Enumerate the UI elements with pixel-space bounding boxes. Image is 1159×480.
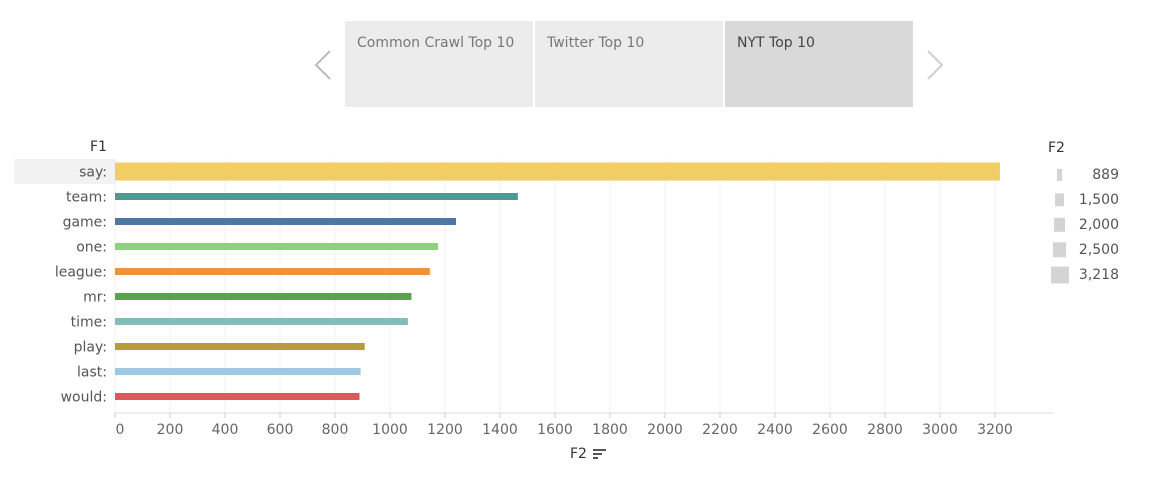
legend-label: 1,500 [1078,191,1119,208]
legend-swatch [1057,168,1062,181]
legend-label: 889 [1092,166,1119,183]
legend-label: 2,000 [1078,216,1119,233]
x-tick-label: 2000 [647,422,683,438]
legend-label: 2,500 [1078,241,1119,258]
x-tick-label: 1400 [482,422,518,438]
legend-swatch [1053,217,1066,232]
legend-entry: 889 [1048,162,1148,187]
x-tick-label: 3000 [922,422,958,438]
sort-descending-icon[interactable] [592,448,607,460]
legend-swatch [1050,266,1069,283]
category-label: play: [74,340,107,356]
category-label: league: [55,265,107,281]
category-label: one: [76,240,107,256]
bar-time[interactable] [115,318,408,325]
x-tick-label: 400 [212,422,239,438]
category-label: last: [77,365,107,381]
prev-arrow-button[interactable] [308,45,338,85]
x-tick-label: 1200 [427,422,463,438]
category-label: time: [71,315,107,331]
legend-swatch [1055,192,1064,207]
legend-entry: 2,000 [1048,212,1148,237]
tab-twitter[interactable]: Twitter Top 10 [535,21,723,107]
legend-entry: 2,500 [1048,237,1148,262]
x-tick-label: 600 [267,422,294,438]
legend-title: F2 [1048,140,1065,156]
category-label: would: [61,390,107,406]
x-tick-label: 3200 [977,422,1013,438]
legend-entry: 1,500 [1048,187,1148,212]
tab-nyt[interactable]: NYT Top 10 [725,21,913,107]
x-axis-title-text: F2 [570,446,587,462]
legend-label: 3,218 [1078,266,1119,283]
x-tick-label: 2400 [757,422,793,438]
x-axis-title: F2 [570,446,607,462]
category-label: team: [66,190,107,206]
tab-common-crawl[interactable]: Common Crawl Top 10 [345,21,533,107]
chevron-right-icon [927,50,944,80]
x-tick-label: 2800 [867,422,903,438]
bar-would[interactable] [115,393,360,400]
category-label: say: [79,165,107,181]
x-tick-label: 800 [322,422,349,438]
x-tick-label: 0 [116,422,125,438]
bar-say[interactable] [115,162,1000,181]
size-legend: F2 889 1,500 2,000 2,500 3,218 [1048,140,1148,287]
next-arrow-button[interactable] [920,45,950,85]
bar-last[interactable] [115,368,361,375]
bar-team[interactable] [115,193,518,200]
bar-league[interactable] [115,268,430,275]
category-label: game: [63,215,107,231]
category-label: mr: [83,290,107,306]
x-tick-label: 2200 [702,422,738,438]
bar-game[interactable] [115,218,456,225]
chevron-left-icon [314,50,331,80]
legend-swatch [1052,241,1067,258]
x-tick-label: 1000 [372,422,408,438]
highlight-band [14,159,115,184]
bar-one[interactable] [115,243,439,250]
legend-entry: 3,218 [1048,262,1148,287]
x-tick-label: 1800 [592,422,628,438]
bar-play[interactable] [115,343,365,350]
x-tick-label: 2600 [812,422,848,438]
y-axis-title: F1 [90,139,107,155]
x-tick-label: 1600 [537,422,573,438]
x-tick-label: 200 [157,422,184,438]
bar-mr[interactable] [115,293,412,300]
